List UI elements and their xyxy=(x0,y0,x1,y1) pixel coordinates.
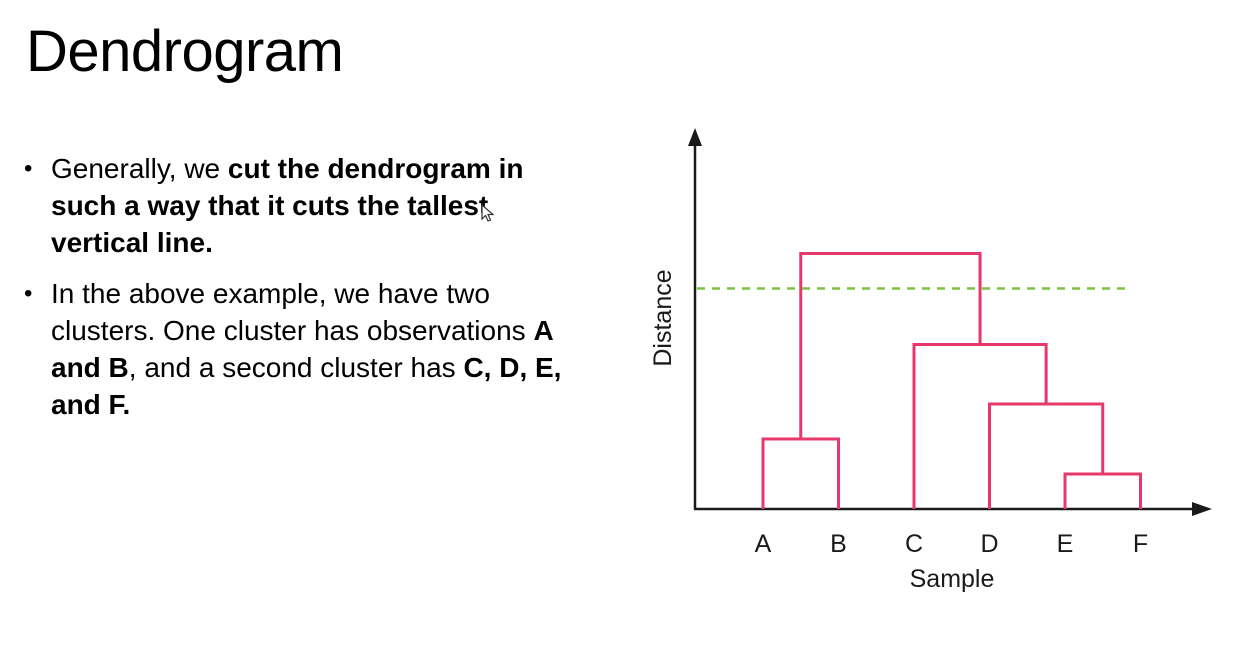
link-cdef xyxy=(912,343,1048,509)
leaf-label-b: B xyxy=(830,530,847,558)
axes xyxy=(688,128,1212,516)
dendrogram-links xyxy=(761,252,1142,509)
bullet-2-text-normal-2: , and a second cluster has xyxy=(128,352,464,383)
bullet-1-text-normal: Generally, we xyxy=(51,153,228,184)
bullet-2-text-bold-1: A and B xyxy=(51,315,553,383)
mouse-pointer-icon xyxy=(481,204,495,222)
bullet-item-1: • Generally, we cut the dendrogram in su… xyxy=(24,150,584,261)
link-ef xyxy=(1063,472,1142,509)
leaf-label-d: D xyxy=(980,530,998,558)
y-axis-arrow-icon xyxy=(688,128,702,146)
bullet-dot-icon: • xyxy=(24,280,33,307)
link-ab xyxy=(761,437,840,509)
link-abcdef xyxy=(799,252,982,439)
slide-title: Dendrogram xyxy=(26,19,344,84)
leaf-label-c: C xyxy=(905,530,923,558)
bullet-dot-icon: • xyxy=(24,155,33,182)
leaf-label-e: E xyxy=(1057,530,1074,558)
x-axis-label: Sample xyxy=(910,565,995,593)
bullet-list: • Generally, we cut the dendrogram in su… xyxy=(24,150,584,437)
y-axis-label: Distance xyxy=(649,269,677,366)
bullet-1-text-bold: cut the dendrogram in such a way that it… xyxy=(51,153,524,258)
bullet-2-text-normal-1: In the above example, we have two cluste… xyxy=(51,278,534,346)
x-axis-arrow-icon xyxy=(1192,502,1212,516)
leaf-label-a: A xyxy=(755,530,772,558)
leaf-label-f: F xyxy=(1133,530,1148,558)
link-def xyxy=(988,402,1105,509)
bullet-2-text-bold-2: C, D, E, and F. xyxy=(51,352,562,420)
bullet-item-2: • In the above example, we have two clus… xyxy=(24,275,584,423)
leaf-labels: A B C D E F xyxy=(755,530,1148,558)
